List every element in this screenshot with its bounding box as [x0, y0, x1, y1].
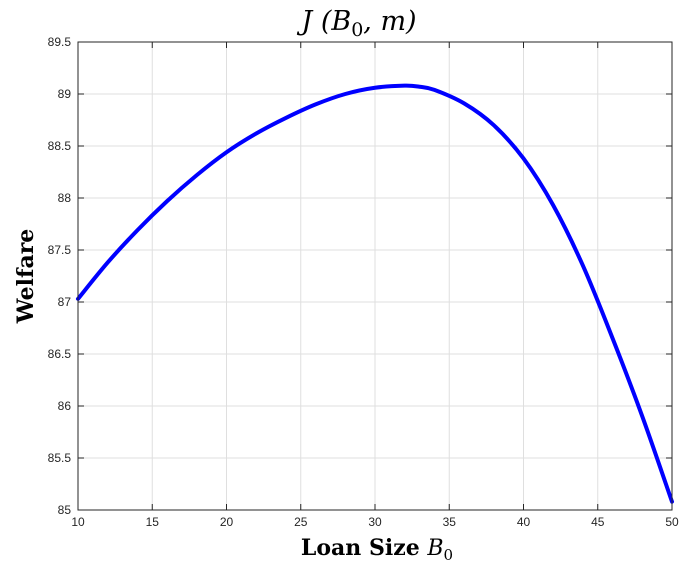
- series-layer: [76, 83, 674, 504]
- y-tick-label: 89: [58, 87, 72, 101]
- x-ticks: 10 15 20 25 30 35 40 45 50: [71, 42, 679, 529]
- grid: [78, 42, 672, 510]
- y-tick-label: 89.5: [48, 35, 72, 49]
- x-tick-label: 40: [517, 515, 531, 529]
- x-axis-label-sub: 0: [444, 546, 454, 564]
- x-tick-label: 20: [220, 515, 234, 529]
- x-axis-label-var: B: [426, 536, 443, 561]
- x-tick-label: 30: [368, 515, 382, 529]
- x-tick-label: 45: [591, 515, 605, 529]
- x-tick-label: 15: [146, 515, 160, 529]
- y-tick-label: 88.5: [48, 139, 72, 153]
- x-axis-label-main: Loan Size: [301, 535, 427, 561]
- series-line: [76, 83, 674, 504]
- chart-title: J (B0, m): [296, 6, 416, 41]
- y-ticks: 85 85.5 86 86.5 87 87.5 88 88.5 89 89.5: [48, 35, 672, 517]
- y-tick-label: 85.5: [48, 451, 72, 465]
- y-tick-label: 86: [58, 399, 72, 413]
- x-axis-label: Loan Size B0: [301, 535, 453, 564]
- y-axis-label: Welfare: [13, 229, 39, 325]
- y-tick-label: 87: [58, 295, 72, 309]
- chart-title-main: J (B: [296, 6, 351, 37]
- y-tick-label: 86.5: [48, 347, 72, 361]
- y-tick-label: 87.5: [48, 243, 72, 257]
- chart-title-rest: , m): [363, 6, 416, 37]
- x-tick-label: 50: [665, 515, 679, 529]
- y-tick-label: 88: [58, 191, 72, 205]
- x-tick-label: 10: [71, 515, 85, 529]
- y-tick-label: 85: [58, 503, 72, 517]
- x-tick-label: 35: [443, 515, 457, 529]
- x-tick-label: 25: [294, 515, 308, 529]
- chart-title-sub: 0: [351, 19, 363, 41]
